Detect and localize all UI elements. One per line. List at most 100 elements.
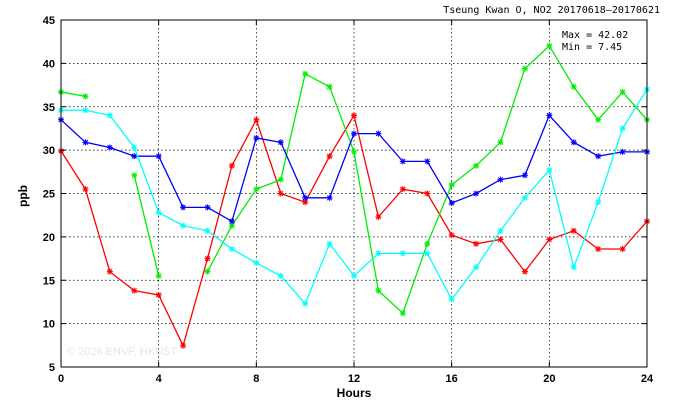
data-point — [448, 296, 455, 303]
data-point — [619, 89, 626, 96]
data-point — [351, 130, 357, 137]
data-point — [180, 204, 187, 211]
data-point — [521, 172, 528, 179]
data-point — [351, 112, 357, 119]
y-tick-label: 20 — [43, 232, 55, 244]
data-point — [131, 153, 138, 160]
data-point — [204, 204, 211, 211]
data-point — [228, 218, 235, 225]
data-point — [106, 112, 113, 119]
series-line — [133, 175, 160, 277]
data-point — [180, 342, 187, 349]
x-tick-label: 12 — [348, 373, 360, 385]
data-point — [106, 144, 113, 151]
series-4 — [58, 86, 650, 307]
x-tick-label: 16 — [446, 373, 458, 385]
data-point — [521, 65, 528, 72]
data-point — [375, 250, 382, 257]
data-point — [82, 139, 89, 146]
data-point — [497, 227, 504, 234]
grid — [61, 20, 647, 367]
data-point — [375, 130, 382, 137]
data-point — [570, 264, 577, 271]
data-point — [448, 200, 455, 207]
data-point — [155, 153, 162, 160]
y-tick-label: 15 — [43, 275, 55, 287]
y-tick-label: 5 — [49, 362, 55, 374]
data-point — [448, 181, 455, 188]
data-point — [253, 134, 260, 141]
series-line — [60, 91, 86, 97]
data-point — [595, 246, 602, 253]
data-point — [204, 268, 211, 275]
y-tick-label: 40 — [43, 58, 55, 70]
watermark: © 2026 ENVF, HKUST — [67, 346, 177, 358]
data-point — [351, 272, 357, 279]
data-point — [595, 153, 602, 160]
data-point — [497, 139, 504, 146]
data-point — [497, 236, 504, 243]
data-point — [399, 186, 406, 193]
data-point — [277, 176, 284, 183]
data-point — [131, 144, 138, 151]
data-point — [521, 268, 528, 275]
data-point — [570, 83, 577, 90]
data-point — [546, 167, 553, 174]
data-point — [302, 300, 309, 307]
data-point — [131, 172, 138, 179]
data-point — [326, 83, 333, 90]
y-tick-label: 10 — [43, 319, 55, 331]
data-point — [302, 199, 309, 206]
data-point — [546, 236, 553, 243]
min-label: Min = 7.45 — [562, 42, 622, 53]
y-tick-label: 35 — [43, 102, 55, 114]
data-point — [302, 70, 309, 77]
data-point — [473, 264, 480, 271]
x-tick-label: 0 — [58, 373, 64, 385]
data-point — [570, 139, 577, 146]
data-point — [619, 148, 626, 155]
data-point — [277, 190, 284, 197]
data-point — [253, 116, 260, 123]
data-point — [155, 291, 162, 298]
data-point — [82, 107, 89, 114]
data-point — [302, 194, 309, 201]
data-point — [326, 194, 333, 201]
data-point — [180, 222, 187, 229]
data-point — [375, 287, 382, 294]
series-line — [206, 44, 648, 315]
y-tick-label: 45 — [43, 15, 55, 27]
data-point — [106, 268, 113, 275]
data-point — [351, 148, 357, 155]
x-tick-label: 24 — [641, 373, 654, 385]
data-point — [546, 42, 553, 49]
data-point — [619, 246, 626, 253]
data-point — [82, 93, 89, 100]
data-point — [277, 139, 284, 146]
series-2 — [58, 42, 650, 317]
data-point — [473, 162, 480, 169]
data-point — [448, 232, 455, 239]
data-point — [521, 194, 528, 201]
data-point — [399, 310, 406, 317]
data-point — [546, 112, 553, 119]
data-point — [570, 227, 577, 234]
data-point — [424, 190, 431, 197]
data-point — [277, 272, 284, 279]
y-axis-label: ppb — [16, 185, 30, 207]
data-point — [155, 209, 162, 216]
data-point — [326, 240, 333, 247]
data-point — [399, 250, 406, 257]
data-point — [228, 162, 235, 169]
series-layer — [58, 42, 650, 349]
data-point — [375, 213, 382, 220]
data-point — [424, 250, 431, 257]
data-point — [228, 246, 235, 253]
data-point — [497, 176, 504, 183]
x-tick-label: 4 — [156, 373, 163, 385]
data-point — [619, 125, 626, 132]
data-point — [473, 190, 480, 197]
max-label: Max = 42.02 — [562, 30, 628, 41]
x-tick-label: 8 — [253, 373, 259, 385]
